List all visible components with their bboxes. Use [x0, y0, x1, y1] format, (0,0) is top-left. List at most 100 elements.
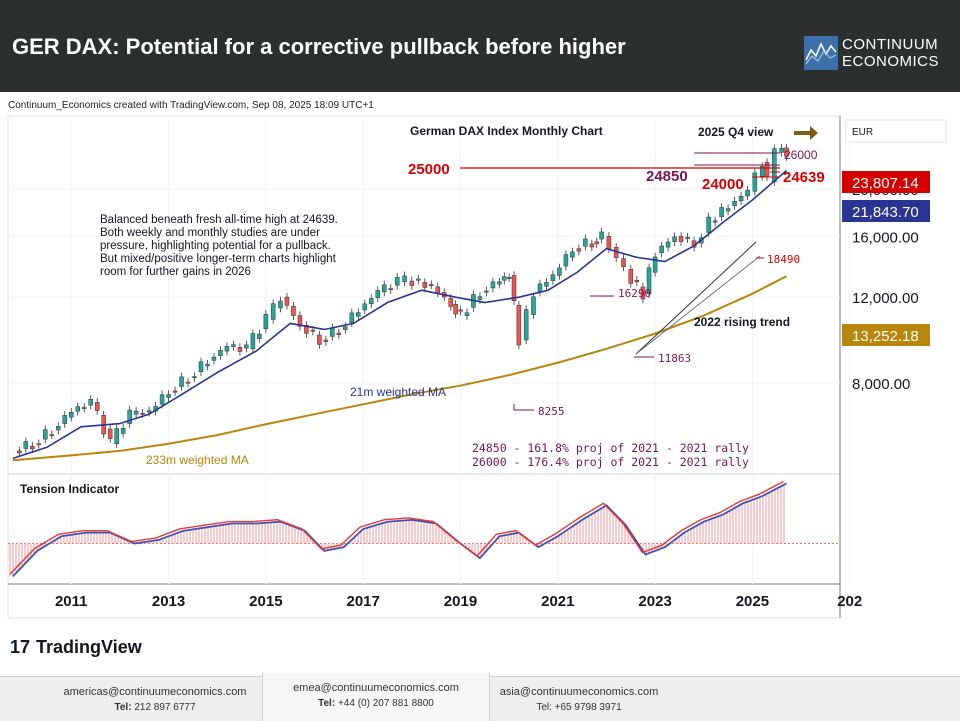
ma233-label: 233m weighted MA [146, 453, 249, 467]
candle-body [550, 274, 556, 282]
candle-body [336, 332, 342, 335]
candle-body [49, 434, 55, 436]
level-label-8255: 8255 [538, 405, 565, 418]
candle-body [356, 312, 361, 317]
tradingview-mark-icon: 17 [10, 637, 31, 657]
candle-body [250, 333, 256, 350]
footer-asia: asia@continuumeconomics.com Tel: +65 979… [488, 677, 670, 721]
candle-body [659, 245, 664, 254]
chart-title: German DAX Index Monthly Chart [410, 124, 603, 138]
candle-body [640, 286, 646, 300]
candle-body [304, 325, 309, 334]
candle-body [665, 241, 671, 248]
chart-credit: Continuum_Economics created with Trading… [8, 100, 374, 111]
candle-body [628, 268, 634, 284]
candle-body [678, 236, 684, 242]
candle-body [43, 429, 48, 440]
candle-body [120, 428, 126, 434]
footer-email-americas[interactable]: americas@continuumeconomics.com [63, 686, 247, 698]
x-tick-label: 2011 [55, 593, 88, 610]
candle-body [30, 445, 35, 450]
candle-body [185, 381, 191, 384]
level-label-25000: 25000 [408, 161, 450, 178]
candle-body [94, 402, 100, 411]
brand-name: CONTINUUM ECONOMICS [842, 36, 939, 70]
trend-label: 2022 rising trend [694, 315, 790, 329]
candle-body [244, 344, 249, 349]
ma233-line [12, 275, 787, 462]
candle-body [429, 284, 434, 287]
footer-emea: emea@continuumeconomics.com Tel: +44 (0)… [262, 673, 490, 721]
candle-body [211, 356, 217, 361]
level-label-11863: 11863 [658, 352, 691, 365]
footer-tel-asia: Tel: +65 9798 3971 [536, 702, 622, 713]
candle-body [218, 350, 223, 356]
candle-body [725, 208, 731, 212]
candle-body [589, 243, 595, 248]
candle-body [531, 296, 536, 315]
candle-body [237, 347, 243, 352]
candle-body [172, 390, 178, 393]
y-tick-label: 12,000.00 [852, 290, 919, 307]
candle-body [779, 147, 784, 153]
candle-body [257, 333, 262, 339]
candle-body [81, 407, 87, 409]
candle-body [330, 327, 335, 337]
tension-line [12, 482, 787, 577]
candle-body [448, 298, 454, 307]
candle-body [382, 284, 387, 293]
candle-body [291, 305, 296, 316]
candle-body [375, 290, 381, 299]
candle-body [369, 298, 374, 304]
footer-tel-emea: Tel: +44 (0) 207 881 8800 [318, 698, 434, 709]
commentary-line: Both weekly and monthly studies are unde… [100, 227, 320, 239]
candle-body [349, 312, 355, 323]
header-bar: GER DAX: Potential for a corrective pull… [0, 0, 960, 92]
candle-body [672, 236, 677, 242]
projection-note: 26000 - 176.4% proj of 2021 - 2021 rally [472, 455, 749, 469]
x-tick-label: 2015 [249, 593, 282, 610]
candle-body [745, 189, 750, 197]
candle-body [394, 276, 400, 286]
candle-body [88, 399, 93, 406]
commentary-line: room for further gains in 2026 [100, 266, 251, 278]
candle-body [784, 147, 789, 157]
brand-line-1: CONTINUUM [842, 36, 939, 53]
level-label-16290: 16290 [618, 287, 651, 300]
candle-body [62, 415, 68, 424]
candle-body [107, 428, 113, 439]
candle-body [594, 241, 599, 245]
footer-email-emea[interactable]: emea@continuumeconomics.com [293, 682, 459, 694]
trendline-lower [635, 255, 761, 355]
candle-body [557, 267, 562, 276]
price-label-box [842, 324, 930, 346]
x-tick-label: 2023 [638, 593, 671, 610]
candle-body [224, 346, 230, 352]
candle-body [343, 326, 348, 330]
candle-body [323, 339, 329, 343]
candle-body [69, 412, 74, 418]
commentary-line: Balanced beneath fresh all-time high at … [100, 214, 338, 226]
commentary-line: But mixed/positive longer-term charts hi… [100, 253, 337, 265]
candle-body [458, 309, 463, 312]
candle-body [140, 412, 145, 415]
x-tick-label: 2013 [152, 593, 185, 610]
candle-body [464, 312, 470, 316]
price-label-box [842, 200, 930, 222]
footer-email-asia[interactable]: asia@continuumeconomics.com [499, 686, 659, 698]
commentary-line: pressure, highlighting potential for a p… [100, 240, 331, 252]
footer-americas: americas@continuumeconomics.com Tel: 212… [48, 677, 262, 721]
candle-body [127, 409, 132, 424]
x-tick-label: 2019 [444, 593, 477, 610]
candle-body [198, 361, 204, 373]
x-tick-label: 202 [837, 593, 862, 610]
candle-body [409, 280, 415, 286]
candle-body [599, 231, 604, 240]
candle-body [166, 394, 171, 398]
price-label: 21,843.70 [852, 204, 919, 221]
candle-body [490, 281, 496, 289]
candle-body [583, 238, 588, 247]
candle-body [732, 200, 737, 206]
candle-body [270, 303, 276, 320]
candle-body [453, 304, 458, 315]
